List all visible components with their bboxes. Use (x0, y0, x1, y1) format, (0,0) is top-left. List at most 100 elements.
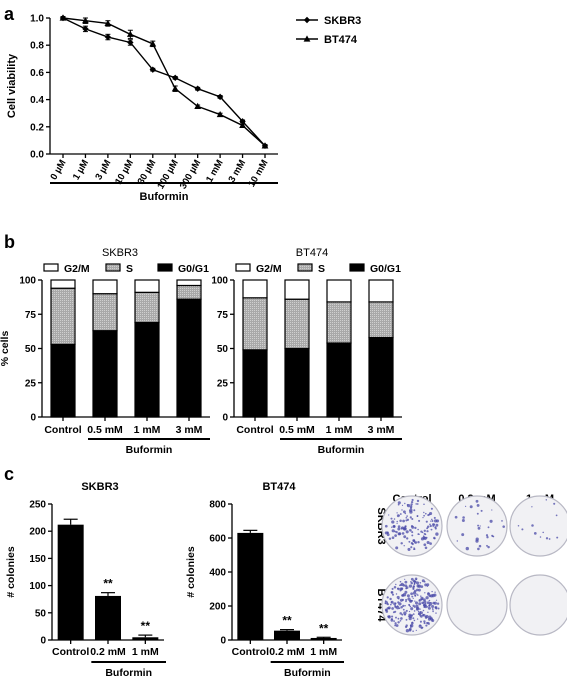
bar-segment-g2-m (326, 279, 352, 303)
colony (407, 616, 410, 618)
colony (384, 602, 386, 605)
colony (478, 544, 482, 548)
colony (391, 529, 395, 533)
colony (492, 535, 494, 538)
colony (431, 590, 433, 593)
colony (409, 529, 411, 531)
bar-segment-s (134, 291, 160, 324)
colony (433, 519, 438, 523)
colony (555, 514, 558, 517)
colony (462, 516, 465, 519)
colony (426, 525, 430, 528)
colony (410, 505, 413, 508)
x-tick-label: 0.2 mM (269, 646, 305, 658)
colony (398, 514, 400, 516)
colony (416, 503, 419, 505)
colony (397, 617, 400, 620)
colony (553, 502, 556, 505)
colony (419, 620, 422, 623)
bar-segment-g2-m (134, 279, 160, 293)
colony (477, 547, 480, 551)
colony (432, 609, 434, 611)
colonies-chart-skbr3: SKBR3 0 50 100 150 200 250 # colonies Control ** 0… (5, 481, 166, 679)
colony (396, 512, 398, 514)
y-tick-label: 25 (217, 378, 229, 389)
data-point-bt474 (216, 110, 224, 118)
colony (399, 612, 402, 615)
series-line-bt474 (62, 17, 266, 147)
colony (420, 585, 424, 588)
colony (501, 520, 503, 522)
colony (388, 615, 391, 619)
colony (396, 522, 398, 525)
colony (424, 533, 427, 536)
data-point-bt474 (149, 40, 157, 47)
bar-segment-g0-g1 (326, 342, 352, 418)
colony (410, 581, 414, 585)
data-point-bt474 (59, 14, 67, 21)
colony (475, 539, 479, 543)
y-tick-label: 25 (25, 378, 37, 389)
colony (399, 519, 402, 522)
colony (410, 592, 413, 596)
colony (418, 519, 421, 522)
colony (477, 524, 480, 527)
colony (421, 601, 424, 605)
colony (400, 542, 403, 545)
colony (425, 596, 429, 600)
colony (427, 617, 431, 621)
colony (393, 620, 395, 622)
y-tick-label: 200 (29, 527, 46, 538)
colony (414, 541, 416, 544)
x-tick-label: 1 µM (71, 158, 91, 182)
colony (403, 611, 407, 615)
y-tick-label: 0.8 (30, 41, 44, 52)
colony (404, 502, 406, 505)
colony (423, 503, 425, 506)
colony (411, 621, 414, 624)
x-tick-label: 3 mM (176, 424, 203, 436)
legend-label-g2-m: G2/M (256, 263, 282, 275)
legend-swatch-g0-g1 (349, 263, 365, 272)
y-axis-title: # colonies (5, 546, 17, 598)
colony (435, 599, 438, 601)
colony (401, 504, 404, 507)
colony (418, 612, 420, 615)
colony (416, 515, 419, 517)
colony (424, 512, 427, 515)
colonies-chart-bt474: BT474 0 200 400 600 800 # colonies Control ** 0.2… (185, 481, 344, 679)
data-point-bt474 (239, 121, 246, 129)
colony (411, 595, 414, 598)
colony (461, 519, 465, 522)
colony (406, 594, 410, 598)
colony (426, 585, 429, 587)
colony (428, 594, 432, 598)
bar-segment-s (326, 301, 352, 344)
colony (416, 606, 420, 610)
colony (384, 524, 388, 528)
colony (413, 610, 416, 612)
colony (409, 605, 412, 608)
colony (436, 602, 440, 605)
y-tick-label: 0.6 (30, 68, 44, 79)
colony (394, 605, 397, 607)
colony (403, 535, 407, 539)
colony (489, 519, 493, 523)
data-point-bt474 (171, 85, 179, 92)
bar-segment-g0-g1 (134, 321, 160, 418)
legend-marker-bt474 (303, 35, 311, 42)
colony (391, 607, 394, 610)
bar (237, 532, 264, 640)
colony (426, 601, 430, 605)
colony (387, 606, 391, 610)
colony (426, 606, 429, 608)
colony (422, 613, 426, 617)
x-tick-label: 0.2 mM (90, 646, 126, 658)
y-tick-label: 0.2 (30, 122, 44, 133)
colony (412, 539, 416, 542)
chart-title: SKBR3 (81, 481, 118, 493)
colony (425, 624, 428, 627)
colony (412, 585, 415, 588)
legend-swatch-g0-g1 (157, 263, 173, 272)
